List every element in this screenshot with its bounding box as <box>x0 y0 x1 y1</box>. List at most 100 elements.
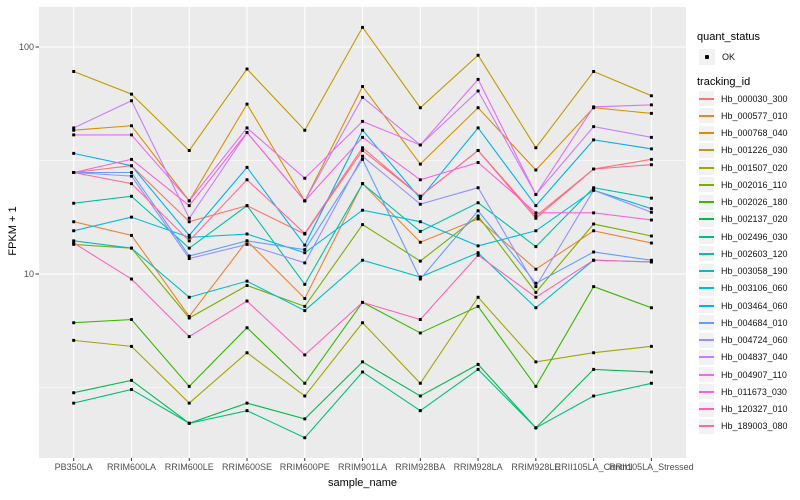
data-point <box>187 246 191 250</box>
data-point <box>361 128 365 132</box>
legend-item-label: Hb_003058_190 <box>721 266 788 276</box>
legend-item-label: Hb_004724_060 <box>721 335 788 345</box>
data-point <box>361 321 365 325</box>
data-point <box>649 163 653 167</box>
data-point <box>129 318 133 322</box>
data-point <box>649 196 653 200</box>
data-point <box>72 126 76 130</box>
data-point <box>534 211 538 215</box>
data-point <box>187 233 191 237</box>
data-point <box>361 148 365 152</box>
series-line-icon <box>699 304 714 307</box>
legend-title-tracking-id: tracking_id <box>697 76 751 88</box>
data-point <box>649 218 653 222</box>
data-point <box>361 370 365 374</box>
data-point <box>476 367 480 371</box>
data-point <box>361 84 365 88</box>
data-point <box>245 239 249 243</box>
series-line-icon <box>699 252 714 255</box>
data-point <box>476 244 480 248</box>
data-point <box>476 362 480 366</box>
series-points-Hb_003464_060 <box>72 126 653 247</box>
data-point <box>418 277 422 281</box>
data-point <box>649 94 653 98</box>
data-point <box>649 234 653 238</box>
data-point <box>303 394 307 398</box>
series-points-Hb_002026_180 <box>72 285 653 388</box>
series-line-icon <box>699 97 714 100</box>
data-point <box>129 344 133 348</box>
data-point <box>592 229 596 233</box>
data-point <box>418 331 422 335</box>
x-tick-label-RRII105LA_Control: RRII105LA_Control <box>554 462 633 472</box>
legend-item-Hb_001507_020: Hb_001507_020 <box>699 159 788 176</box>
data-point <box>245 165 249 169</box>
data-point <box>245 178 249 182</box>
data-point <box>129 194 133 198</box>
series-points-Hb_004907_110 <box>72 77 653 203</box>
data-point <box>72 401 76 405</box>
legend-key-swatch <box>699 160 714 175</box>
legend-item-label: Hb_000030_300 <box>721 93 788 104</box>
data-point <box>361 258 365 262</box>
data-point <box>476 304 480 308</box>
data-point <box>534 267 538 271</box>
data-point <box>534 192 538 196</box>
legend-item-label: Hb_001226_030 <box>721 145 788 156</box>
data-point <box>649 370 653 374</box>
data-point <box>72 321 76 325</box>
y-axis-title: FPKM + 1 <box>7 206 19 256</box>
data-point <box>129 387 133 391</box>
x-tick-label-RRIM600LA: RRIM600LA <box>106 462 156 472</box>
legend-key-swatch <box>699 315 714 331</box>
legend-item-label: Hb_004684_010 <box>721 317 788 328</box>
data-point <box>361 300 365 304</box>
data-point <box>361 208 365 212</box>
data-point <box>649 381 653 385</box>
legend-item-label: Hb_003106_060 <box>721 283 788 294</box>
data-point <box>245 126 249 130</box>
data-point <box>418 240 422 244</box>
data-point <box>361 182 365 186</box>
data-point <box>534 285 538 289</box>
data-point <box>245 204 249 208</box>
series-points-Hb_000768_040 <box>72 84 653 203</box>
legend-item-label: Hb_003464_060 <box>721 300 788 311</box>
data-point <box>72 229 76 233</box>
series-line-icon <box>699 114 714 117</box>
data-point <box>476 53 480 57</box>
legend-item-label: Hb_120327_010 <box>721 404 788 414</box>
data-point <box>649 306 653 310</box>
data-point <box>245 279 249 283</box>
legend-item-Hb_004837_040: Hb_004837_040 <box>699 349 788 366</box>
data-point <box>129 233 133 237</box>
data-point <box>129 92 133 96</box>
data-point <box>72 338 76 342</box>
data-point <box>303 304 307 308</box>
data-point <box>592 69 596 73</box>
series-line-icon <box>699 201 714 203</box>
legend-item-Hb_002026_180: Hb_002026_180 <box>699 194 788 211</box>
data-point <box>418 143 422 147</box>
legend-item-label: Hb_004907_110 <box>721 369 787 380</box>
data-point <box>649 147 653 151</box>
data-point <box>361 146 365 150</box>
data-point <box>649 260 653 264</box>
data-point <box>129 170 133 174</box>
data-point <box>303 231 307 235</box>
data-point <box>72 151 76 155</box>
data-point <box>649 344 653 348</box>
data-point <box>476 251 480 255</box>
data-point <box>187 220 191 224</box>
legend-item-Hb_002016_110: Hb_002016_110 <box>699 176 787 193</box>
legend-key-swatch <box>699 91 714 106</box>
y-tick-label: 10 <box>23 269 34 279</box>
legend-item-Hb_189003_080: Hb_189003_080 <box>699 418 788 435</box>
data-point <box>187 335 191 339</box>
data-point <box>476 106 480 110</box>
legend-item-Hb_003058_190: Hb_003058_190 <box>699 263 788 280</box>
data-point <box>418 178 422 182</box>
data-point <box>592 367 596 371</box>
